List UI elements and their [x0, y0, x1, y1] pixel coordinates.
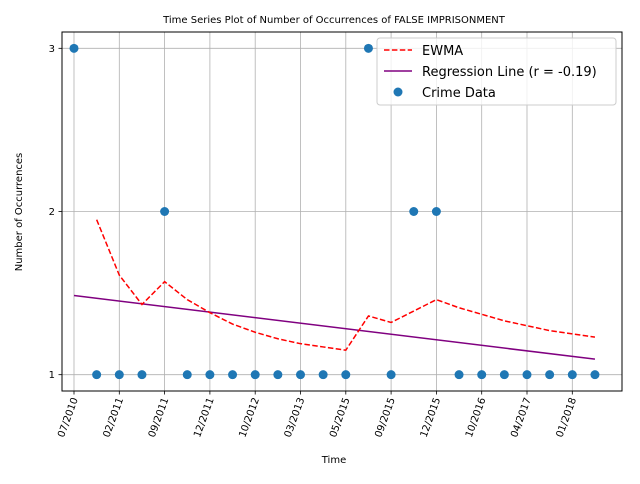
x-tick-label: 02/2011 [102, 396, 127, 439]
legend-label-regression: Regression Line (r = -0.19) [422, 65, 597, 80]
x-tick-label: 10/2012 [237, 396, 262, 439]
crime-data-point [69, 43, 79, 53]
y-tick-label: 1 [49, 370, 55, 381]
crime-data-point [477, 370, 487, 380]
crime-data-point [250, 370, 260, 380]
x-tick-label: 03/2013 [283, 396, 308, 439]
crime-data-point [363, 43, 373, 53]
y-tick-label: 2 [49, 207, 55, 218]
x-tick-label: 12/2011 [192, 396, 217, 439]
crime-data-point [205, 370, 215, 380]
crime-data-point [137, 370, 147, 380]
crime-data-point [409, 207, 419, 216]
chart-title: Time Series Plot of Number of Occurrence… [162, 15, 506, 26]
legend-frame [376, 37, 617, 106]
legend-swatch-crime-data [393, 87, 403, 97]
crime-data-point [296, 370, 305, 380]
x-tick-label: 01/2018 [555, 396, 580, 439]
crime-data-point [273, 370, 283, 380]
x-tick-label: 04/2017 [509, 396, 534, 439]
crime-data-point [92, 370, 102, 380]
x-axis-label: Time [321, 455, 346, 466]
crime-data-point [431, 207, 441, 216]
x-tick-label: 09/2015 [373, 396, 398, 439]
x-tick-label: 12/2015 [419, 396, 444, 439]
crime-data-point [522, 370, 532, 380]
legend-label-crime-data: Crime Data [422, 86, 496, 101]
regression-line [73, 294, 596, 360]
ewma-line [95, 219, 596, 352]
crime-data-point [545, 370, 555, 380]
crime-data-point [590, 370, 600, 380]
crime-data-point [228, 370, 238, 380]
series-layer [69, 43, 600, 380]
y-axis-label: Number of Occurrences [14, 153, 25, 272]
crime-data-point [454, 370, 464, 380]
crime-data-point [160, 207, 170, 216]
y-tick-label: 3 [49, 44, 55, 55]
x-tick-label: 09/2011 [147, 396, 172, 439]
x-tick-label: 07/2010 [56, 396, 81, 439]
crime-data-point [114, 370, 124, 380]
crime-data-point [499, 370, 509, 380]
crime-data-point [182, 370, 192, 380]
crime-data-point [386, 370, 396, 380]
legend: EWMA Regression Line (r = -0.19) Crime D… [376, 37, 617, 106]
legend-label-ewma: EWMA [422, 44, 463, 59]
crime-data-point [567, 370, 577, 380]
x-tick-label: 05/2015 [328, 396, 353, 439]
crime-data-point [318, 370, 328, 380]
crime-data-point [341, 370, 351, 380]
x-tick-label: 10/2016 [464, 396, 489, 439]
